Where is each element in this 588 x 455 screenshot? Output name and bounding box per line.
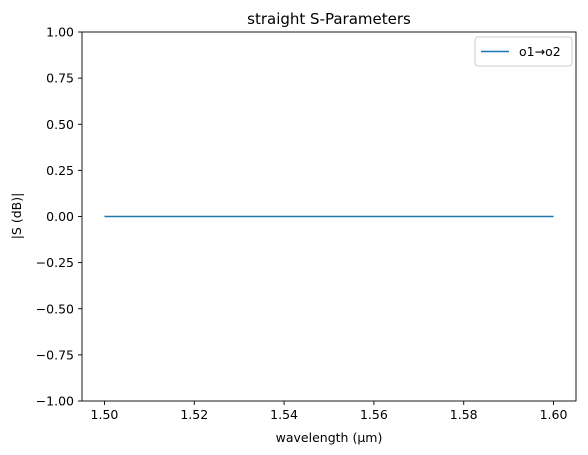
x-tick-label: 1.60 — [540, 407, 568, 422]
y-axis-label: |S (dB)| — [9, 193, 24, 240]
x-tick-label: 1.56 — [360, 407, 388, 422]
y-tick-label: 0.00 — [46, 209, 74, 224]
chart-title: straight S-Parameters — [247, 10, 411, 28]
y-tick-label: −0.50 — [36, 301, 74, 316]
y-axis: −1.00 −0.75 −0.50 −0.25 0.00 0.25 0.50 0.75 1.00 — [36, 25, 82, 409]
x-axis-label: wavelength (µm) — [276, 430, 383, 445]
y-tick-label: 1.00 — [46, 25, 74, 40]
y-tick-label: −0.75 — [36, 347, 74, 362]
y-tick-label: −0.25 — [36, 255, 74, 270]
x-tick-label: 1.50 — [91, 407, 119, 422]
y-tick-label: 0.50 — [46, 117, 74, 132]
x-tick-label: 1.52 — [180, 407, 208, 422]
x-axis: 1.50 1.52 1.54 1.56 1.58 1.60 — [91, 401, 568, 422]
legend-box — [474, 36, 573, 67]
legend: o1→o2 — [474, 36, 573, 67]
y-tick-label: −1.00 — [36, 394, 74, 409]
y-tick-label: 0.25 — [46, 163, 74, 178]
x-tick-label: 1.54 — [270, 407, 298, 422]
y-tick-label: 0.75 — [46, 71, 74, 86]
x-tick-label: 1.58 — [450, 407, 478, 422]
legend-label-o1-o2: o1→o2 — [519, 44, 561, 59]
